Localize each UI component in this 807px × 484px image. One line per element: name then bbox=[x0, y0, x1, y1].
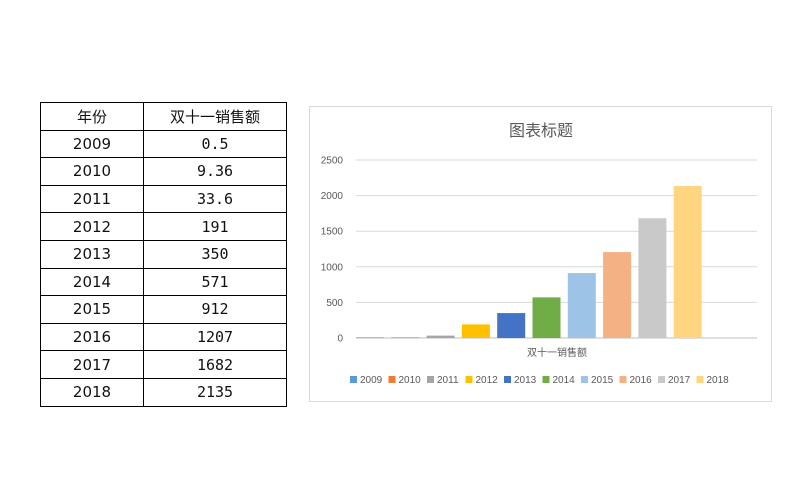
sales-cell: 2135 bbox=[143, 377, 287, 407]
table-row: 2009 0.5 bbox=[40, 129, 287, 159]
sales-cell: 1682 bbox=[143, 350, 287, 379]
year-cell: 2013 bbox=[40, 239, 144, 269]
legend-label-2015: 2015 bbox=[591, 375, 614, 386]
year-cell: 2009 bbox=[40, 129, 144, 159]
year-cell: 2011 bbox=[40, 184, 144, 214]
legend-label-2013: 2013 bbox=[514, 375, 537, 386]
legend-label-2011: 2011 bbox=[437, 375, 459, 386]
bar-2012 bbox=[461, 324, 490, 338]
sales-cell: 9.36 bbox=[143, 157, 287, 186]
bar-2014 bbox=[532, 297, 561, 338]
bar-2010 bbox=[391, 337, 420, 338]
sales-cell: 33.6 bbox=[143, 184, 287, 214]
table-row: 2010 9.36 bbox=[40, 157, 287, 186]
table-row: 2016 1207 bbox=[40, 322, 287, 352]
bar-2018 bbox=[673, 185, 702, 338]
y-tick-label: 0 bbox=[337, 334, 343, 345]
legend-label-2014: 2014 bbox=[553, 375, 576, 386]
bar-2016 bbox=[603, 252, 632, 338]
table-row: 2011 33.6 bbox=[40, 184, 287, 214]
legend-label-2010: 2010 bbox=[399, 375, 422, 386]
category-label: 双十一销售额 bbox=[527, 346, 587, 359]
year-cell: 2010 bbox=[40, 157, 144, 186]
legend-swatch-2014 bbox=[542, 376, 550, 383]
bar-chart: 图表标题 2500 2000 1500 1000 500 0 双十一销售额 2009 2010 20… bbox=[321, 121, 757, 386]
legend-label-2016: 2016 bbox=[630, 375, 653, 386]
sales-cell: 1207 bbox=[143, 322, 287, 352]
sales-cell: 0.5 bbox=[143, 129, 287, 159]
table-row: 2014 571 bbox=[40, 267, 287, 297]
y-tick-label: 2000 bbox=[321, 191, 344, 202]
sales-cell: 912 bbox=[143, 295, 287, 324]
legend-swatch-2013 bbox=[504, 376, 511, 383]
year-cell: 2017 bbox=[40, 350, 144, 379]
sales-cell: 350 bbox=[143, 239, 287, 269]
legend-swatch-2009 bbox=[350, 376, 357, 383]
legend-label-2012: 2012 bbox=[476, 375, 499, 386]
table-header-row: 年份 双十一销售额 bbox=[40, 102, 287, 131]
y-tick-label: 500 bbox=[326, 298, 343, 309]
chart-area: 图表标题 2500 2000 1500 1000 500 0 双十一销售额 2009 2010 20… bbox=[309, 106, 772, 402]
sales-header: 双十一销售额 bbox=[143, 102, 287, 131]
legend-swatch-2012 bbox=[465, 376, 473, 383]
legend-swatch-2018 bbox=[696, 376, 704, 383]
legend-swatch-2011 bbox=[427, 376, 434, 383]
legend-swatch-2016 bbox=[619, 376, 627, 383]
sales-table: 年份 双十一销售额 2009 0.5 2010 9.36 2011 33.6 2012 191… bbox=[40, 102, 287, 407]
legend-swatch-2017 bbox=[658, 376, 665, 383]
bar-2011 bbox=[426, 335, 455, 338]
legend-label-2017: 2017 bbox=[668, 375, 691, 386]
year-header: 年份 bbox=[40, 102, 144, 131]
table-row: 2018 2135 bbox=[40, 377, 287, 407]
bar-2013 bbox=[497, 313, 526, 338]
y-tick-label: 1000 bbox=[321, 262, 344, 273]
table-row: 2015 912 bbox=[40, 295, 287, 324]
table-row: 2017 1682 bbox=[40, 350, 287, 379]
bar-2015 bbox=[567, 273, 596, 338]
year-cell: 2012 bbox=[40, 212, 144, 241]
year-cell: 2018 bbox=[40, 377, 144, 407]
legend-swatch-2010 bbox=[388, 376, 396, 383]
table-row: 2012 191 bbox=[40, 212, 287, 241]
y-tick-label: 1500 bbox=[321, 227, 344, 238]
table-row: 2013 350 bbox=[40, 239, 287, 269]
sales-cell: 571 bbox=[143, 267, 287, 297]
y-tick-label: 2500 bbox=[321, 156, 344, 167]
year-cell: 2014 bbox=[40, 267, 144, 297]
year-cell: 2015 bbox=[40, 295, 144, 324]
legend-label-2018: 2018 bbox=[707, 375, 730, 386]
chart-title: 图表标题 bbox=[509, 121, 573, 140]
legend-swatch-2015 bbox=[581, 376, 588, 383]
bar-2017 bbox=[638, 218, 667, 338]
sales-cell: 191 bbox=[143, 212, 287, 241]
bar-2009 bbox=[356, 337, 384, 338]
year-cell: 2016 bbox=[40, 322, 144, 352]
legend-label-2009: 2009 bbox=[360, 375, 383, 386]
